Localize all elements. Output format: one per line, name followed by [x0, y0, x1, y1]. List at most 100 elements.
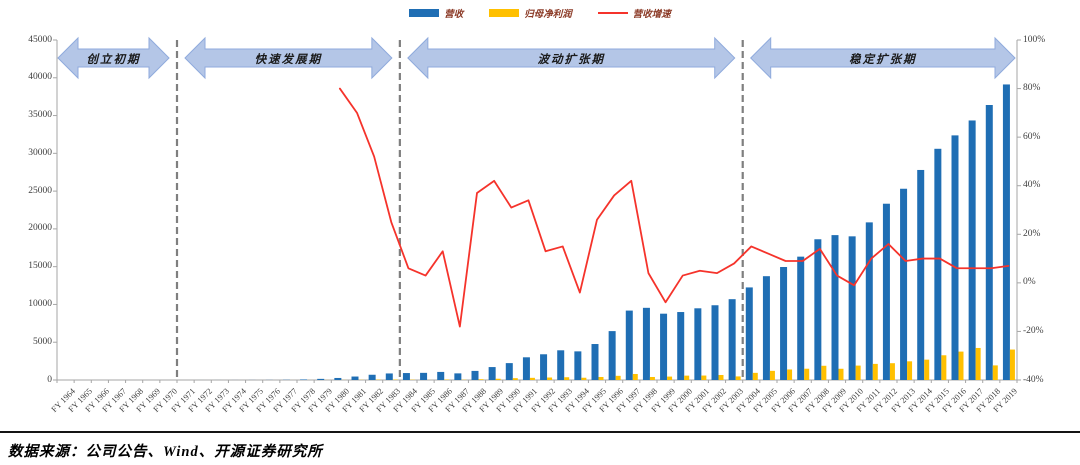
- revenue-bar: [694, 308, 702, 380]
- y-axis-left-label: 5000: [33, 336, 52, 347]
- phase-label-volatile-expansion: 波动扩张期: [537, 54, 606, 66]
- net-profit-bar: [924, 359, 930, 380]
- net-profit-bar: [787, 369, 793, 380]
- revenue-bar: [745, 287, 753, 380]
- revenue-bar: [917, 169, 925, 380]
- revenue-bar: [882, 203, 890, 380]
- footer-rule: [0, 431, 1080, 433]
- revenue-bar: [625, 310, 633, 380]
- net-profit-bar: [564, 377, 570, 380]
- net-profit-bar: [701, 375, 707, 380]
- revenue-bar: [711, 305, 719, 380]
- net-profit-bar: [821, 365, 827, 380]
- revenue-bar: [951, 135, 959, 380]
- net-profit-bar: [478, 379, 484, 380]
- revenue-bar: [557, 350, 565, 380]
- revenue-bar: [505, 363, 513, 380]
- y-axis-right-label: -20%: [1023, 325, 1044, 336]
- net-profit-bar: [889, 363, 895, 380]
- revenue-bar: [677, 312, 685, 380]
- net-profit-bar: [615, 375, 621, 380]
- net-profit-bar: [1009, 349, 1015, 380]
- chart-legend: 营收 归母净利润 营收增速: [0, 4, 1080, 22]
- net-profit-bar: [958, 351, 964, 380]
- revenue-bar: [831, 235, 839, 380]
- net-profit-bar: [598, 376, 604, 380]
- phase-banner-arrow: [407, 36, 736, 80]
- net-profit-bar: [718, 374, 724, 380]
- net-profit-bar: [992, 365, 998, 380]
- revenue-bar: [814, 239, 822, 380]
- revenue-bar: [642, 307, 650, 380]
- combo-chart-canvas: [53, 36, 1021, 383]
- net-profit-bar: [667, 376, 673, 380]
- revenue-bar: [848, 236, 856, 380]
- legend-label-growth: 营收增速: [632, 10, 671, 20]
- phase-banner-arrow: [184, 36, 393, 80]
- net-profit-bar: [684, 375, 690, 380]
- net-profit-bar: [547, 377, 553, 380]
- net-profit-bar: [581, 377, 587, 380]
- legend-item-growth: 营收增速: [597, 6, 671, 20]
- net-profit-bar: [649, 376, 655, 380]
- y-axis-left-label: 35000: [28, 110, 52, 121]
- growth-line: [338, 87, 1010, 328]
- phase-banner-arrow: [750, 36, 1016, 80]
- revenue-bar: [985, 105, 993, 381]
- y-axis-left-label: 0: [47, 374, 52, 385]
- y-axis-left-label: 20000: [28, 223, 52, 234]
- revenue-bar: [762, 276, 770, 380]
- phase-label-rapid-growth: 快速发展期: [254, 54, 323, 66]
- legend-label-revenue: 营收: [444, 10, 464, 20]
- net-profit-bar: [975, 347, 981, 380]
- y-axis-left-label: 40000: [28, 72, 52, 83]
- y-axis-right-label: -40%: [1023, 374, 1044, 385]
- revenue-bar: [437, 371, 445, 380]
- revenue-bar: [317, 378, 325, 380]
- revenue-bar: [574, 351, 582, 380]
- net-profit-bar-swatch-icon: [489, 9, 520, 17]
- y-axis-left-label: 25000: [28, 185, 52, 196]
- y-axis-left-label: 30000: [28, 147, 52, 158]
- revenue-bar: [300, 379, 308, 380]
- y-axis-right-label: 40%: [1023, 180, 1041, 191]
- net-profit-bar: [512, 378, 518, 380]
- phase-banner-arrow: [57, 36, 170, 80]
- legend-item-net-profit: 归母净利润: [489, 6, 572, 20]
- net-profit-bar: [838, 368, 844, 380]
- net-profit-bar: [769, 370, 775, 380]
- legend-item-revenue: 营收: [409, 6, 463, 20]
- y-axis-right-label: 20%: [1023, 228, 1041, 239]
- revenue-bar: [591, 344, 599, 380]
- net-profit-bar: [855, 365, 861, 380]
- y-axis-right-label: 0%: [1023, 277, 1036, 288]
- phase-label-founding: 创立初期: [86, 54, 141, 66]
- revenue-bar: [865, 222, 873, 380]
- y-axis-left-label: 45000: [28, 34, 52, 45]
- revenue-bar-swatch-icon: [409, 9, 440, 17]
- revenue-bar: [900, 188, 908, 380]
- revenue-bar: [488, 367, 496, 380]
- net-profit-bar: [752, 372, 758, 380]
- revenue-bar: [522, 357, 530, 380]
- y-axis-right-label: 100%: [1023, 34, 1046, 45]
- revenue-bar: [471, 370, 479, 380]
- net-profit-bar: [872, 363, 878, 380]
- revenue-bar: [1002, 84, 1010, 380]
- y-axis-left-label: 15000: [28, 261, 52, 272]
- y-axis-left-label: 10000: [28, 298, 52, 309]
- revenue-bar: [351, 376, 359, 380]
- y-axis-right-label: 60%: [1023, 131, 1041, 142]
- revenue-bar: [334, 377, 342, 380]
- revenue-bar: [968, 120, 976, 380]
- revenue-bar: [780, 267, 788, 380]
- revenue-bar: [420, 372, 428, 380]
- net-profit-bar: [529, 377, 535, 380]
- net-profit-bar: [735, 376, 741, 380]
- revenue-bar: [454, 373, 462, 380]
- legend-label-net-profit: 归母净利润: [524, 10, 572, 20]
- revenue-bar: [660, 313, 668, 380]
- revenue-bar: [540, 354, 548, 380]
- net-profit-bar: [941, 355, 947, 380]
